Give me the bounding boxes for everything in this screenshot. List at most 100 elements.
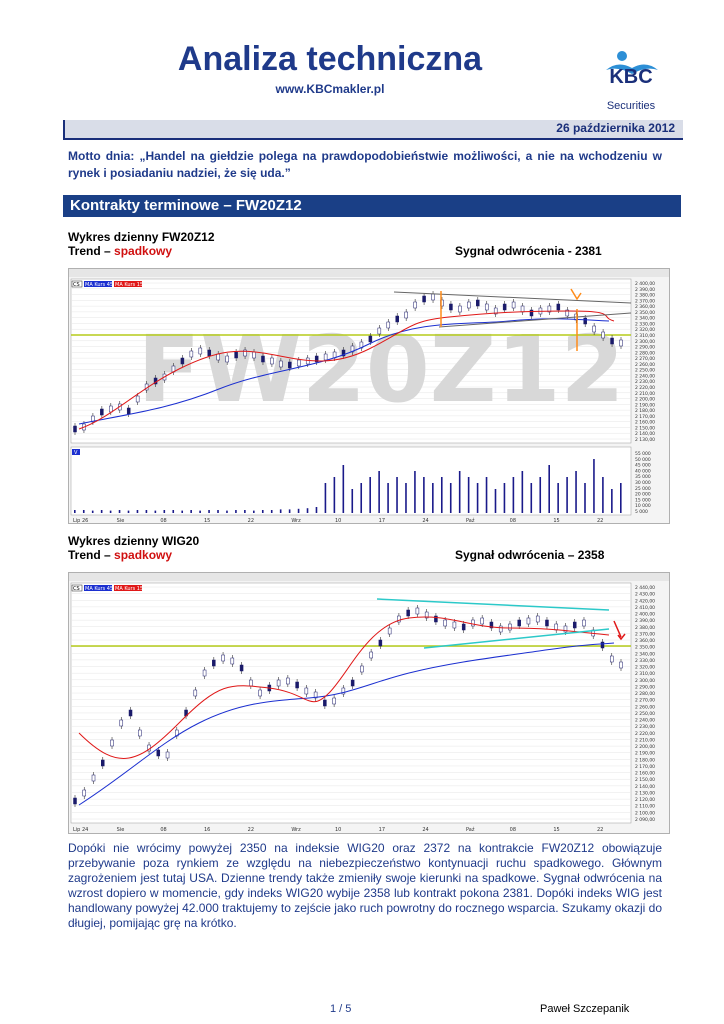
chart1-volume-bar (118, 510, 121, 513)
chart1-volume-bar (423, 477, 425, 513)
chart1-candle (413, 301, 417, 309)
chart1-signal: Sygnał odwrócenia - 2381 (455, 244, 602, 258)
chart2-signal: Sygnał odwrócenia – 2358 (455, 548, 605, 562)
chart1-y-tick: 2 130,00 (635, 437, 655, 443)
chart2-heading: Wykres dzienny WIG20 (68, 534, 200, 548)
chart2-y-tick: 2 300,00 (635, 678, 655, 684)
chart1-volume-bar (244, 510, 246, 513)
chart1-volume-bar (440, 477, 443, 513)
chart2-candle (110, 739, 114, 747)
chart1-candle (109, 405, 113, 413)
chart2-candle (119, 719, 124, 727)
chart1-y-tick: 2 380,00 (635, 293, 655, 299)
chart2-candle (508, 623, 512, 631)
chart2-candle (517, 619, 521, 627)
chart1-volume-bar (396, 477, 398, 513)
chart1-trend: Trend – spadkowy (68, 244, 172, 258)
chart1-volume-bar (297, 508, 300, 513)
chart2-candle (360, 665, 364, 673)
chart1-y-tick: 2 350,00 (635, 310, 655, 316)
chart2-y-tick: 2 240,00 (635, 718, 655, 724)
chart2-candle (619, 661, 623, 669)
chart1-volume-tick: 15 000 (635, 497, 651, 503)
chart1-volume-bar (476, 483, 479, 513)
logo-text: KBC (609, 66, 653, 88)
chart1-volume-bar (584, 483, 586, 513)
chart2-trendline-lower (423, 628, 610, 649)
chart1-volume-bar (199, 510, 201, 513)
chart1-trend-label: Trend – (68, 244, 111, 258)
chart2-candle (498, 625, 503, 633)
chart2-candle (341, 687, 346, 695)
fw20z12-daily-chart: FW20Z12 CS MA Kurs 45 MA Kurs 15 2 400,0… (68, 268, 670, 524)
chart2-candle (193, 689, 198, 697)
chart2-candle (434, 615, 438, 623)
chart1-volume-bar (172, 510, 175, 513)
chart1-candle (395, 315, 399, 323)
chart1-candle (502, 303, 507, 311)
chart2-y-tick: 2 140,00 (635, 784, 655, 790)
report-date: 26 października 2012 (556, 121, 675, 135)
chart1-volume-bar (449, 483, 452, 513)
chart1-candle (252, 351, 256, 359)
chart2-x-tick: Paź (466, 826, 475, 833)
chart2-candle (323, 699, 327, 707)
chart2-candle (304, 687, 309, 695)
chart2-candle (378, 639, 383, 647)
chart2-y-tick: 2 120,00 (635, 797, 655, 803)
chart2-y-tick: 2 210,00 (635, 737, 655, 743)
page-title: Analiza techniczna (177, 40, 483, 78)
chart2-y-tick: 2 370,00 (635, 631, 655, 637)
chart2-candle (609, 655, 614, 663)
chart2-candle (545, 619, 549, 627)
chart1-candle (484, 303, 489, 311)
kbc-logo (606, 51, 658, 74)
chart2-trend-value: spadkowy (114, 548, 173, 562)
chart1-candle (404, 311, 408, 319)
chart1-volume-bar (100, 510, 103, 513)
chart2-candle (572, 621, 577, 629)
chart1-y-tick: 2 220,00 (635, 385, 655, 391)
chart2-legend-ma45: MA Kurs 45 (85, 586, 113, 592)
chart1-candle (297, 359, 301, 367)
chart1-legend-cs: CS (73, 282, 80, 288)
chart2-y-tick: 2 430,00 (635, 592, 655, 598)
chart2-x-tick: Wrz (291, 827, 301, 833)
website-url[interactable]: www.KBCmakler.pl (275, 82, 385, 96)
chart2-y-tick: 2 090,00 (635, 817, 655, 823)
chart1-volume-bar (593, 459, 595, 513)
chart2-y-tick: 2 130,00 (635, 790, 655, 796)
chart2-y-tick: 2 190,00 (635, 751, 655, 757)
chart1-candle (556, 303, 561, 311)
chart1-candle (216, 353, 220, 361)
chart1-volume-bar (530, 483, 533, 513)
chart2-y-tick: 2 100,00 (635, 810, 655, 816)
chart1-volume-tick: 45 000 (635, 463, 651, 469)
chart2-candle (295, 681, 299, 689)
chart1-volume-tick: 55 000 (635, 451, 651, 457)
chart2-ma15-line (78, 616, 610, 759)
chart2-candle (406, 609, 410, 617)
chart2-candle (138, 729, 142, 737)
chart1-x-tick: 15 (553, 518, 559, 524)
chart1-candle (261, 355, 265, 363)
chart1-volume-bar (127, 510, 130, 513)
chart2-y-tick: 2 230,00 (635, 724, 655, 730)
chart1-volume-bar (109, 510, 112, 513)
section-header: Kontrakty terminowe – FW20Z12 (63, 195, 681, 217)
chart2-y-tick: 2 160,00 (635, 771, 655, 777)
chart1-candle (592, 325, 596, 333)
chart2-candle (91, 774, 96, 782)
chart1-y-tick: 2 330,00 (635, 321, 655, 327)
chart1-candle (476, 299, 480, 307)
chart1-y-tick: 2 190,00 (635, 402, 655, 408)
chart1-y-tick: 2 390,00 (635, 287, 655, 293)
chart1-volume-tick: 50 000 (635, 457, 651, 463)
chart1-candle (493, 307, 498, 315)
chart2-candle (471, 619, 475, 627)
chart1-volume-bar (315, 507, 318, 513)
chart1-volume-bar (190, 510, 192, 513)
chart1-ma45-line (78, 318, 610, 425)
chart1-x-tick: 24 (422, 518, 428, 524)
chart1-ma15-line (78, 310, 615, 430)
